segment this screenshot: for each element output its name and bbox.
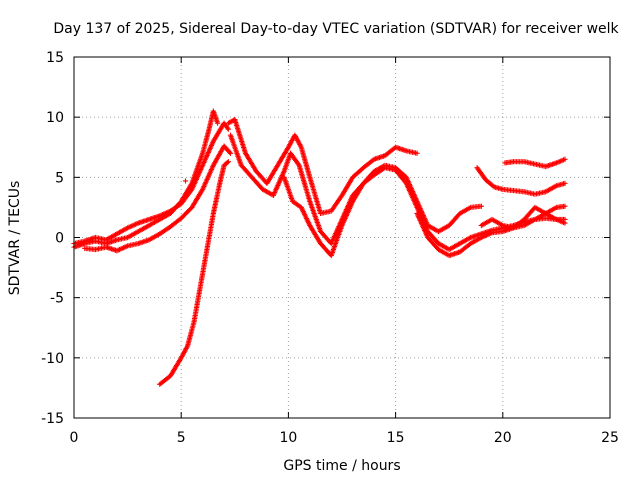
- y-tick-label: 5: [55, 170, 64, 186]
- grid-layer: [74, 57, 610, 418]
- x-tick-label: 20: [494, 430, 512, 446]
- tick-layer: 0 5 10 15 20 25 -15 -10 -5 0 5 10 15: [41, 50, 619, 446]
- data-point: [562, 180, 568, 186]
- data-point: [562, 156, 568, 162]
- y-tick-label: 10: [46, 110, 64, 126]
- series-trace-8: [414, 203, 568, 259]
- data-layer: [71, 108, 568, 387]
- data-point: [226, 149, 233, 155]
- data-point: [225, 159, 231, 165]
- data-point: [225, 126, 231, 132]
- series-trace-9: [478, 204, 568, 231]
- series-trace-3: [82, 143, 234, 254]
- series-trace-11: [502, 156, 568, 170]
- outlier-point: [182, 178, 189, 184]
- y-tick-label: -10: [41, 351, 64, 367]
- chart-title: Day 137 of 2025, Sidereal Day-to-day VTE…: [53, 21, 619, 37]
- series-trace-4: [157, 159, 231, 387]
- y-tick-label: 0: [55, 231, 64, 247]
- x-tick-label: 25: [601, 430, 619, 446]
- data-point: [215, 120, 221, 126]
- series-trace-5: [225, 116, 420, 217]
- y-tick-label: 15: [46, 50, 64, 66]
- data-point: [562, 203, 568, 209]
- y-tick-label: -5: [50, 291, 64, 307]
- outlier-point: [232, 116, 238, 123]
- y-axis-label: SDTVAR / TECUs: [7, 181, 23, 296]
- x-tick-label: 0: [70, 430, 79, 446]
- data-point: [227, 150, 234, 156]
- x-tick-label: 15: [387, 430, 405, 446]
- x-tick-label: 10: [279, 430, 297, 446]
- data-point: [414, 150, 420, 156]
- series-trace-10: [474, 165, 568, 197]
- isolated-points: [182, 116, 238, 184]
- series-trace-6: [227, 132, 484, 247]
- data-point: [224, 159, 230, 166]
- series-trace-2: [71, 120, 231, 247]
- data-point: [562, 216, 568, 223]
- x-axis-label: GPS time / hours: [283, 458, 400, 474]
- y-tick-label: -15: [41, 411, 64, 427]
- data-point: [478, 203, 484, 209]
- x-tick-label: 5: [177, 430, 186, 446]
